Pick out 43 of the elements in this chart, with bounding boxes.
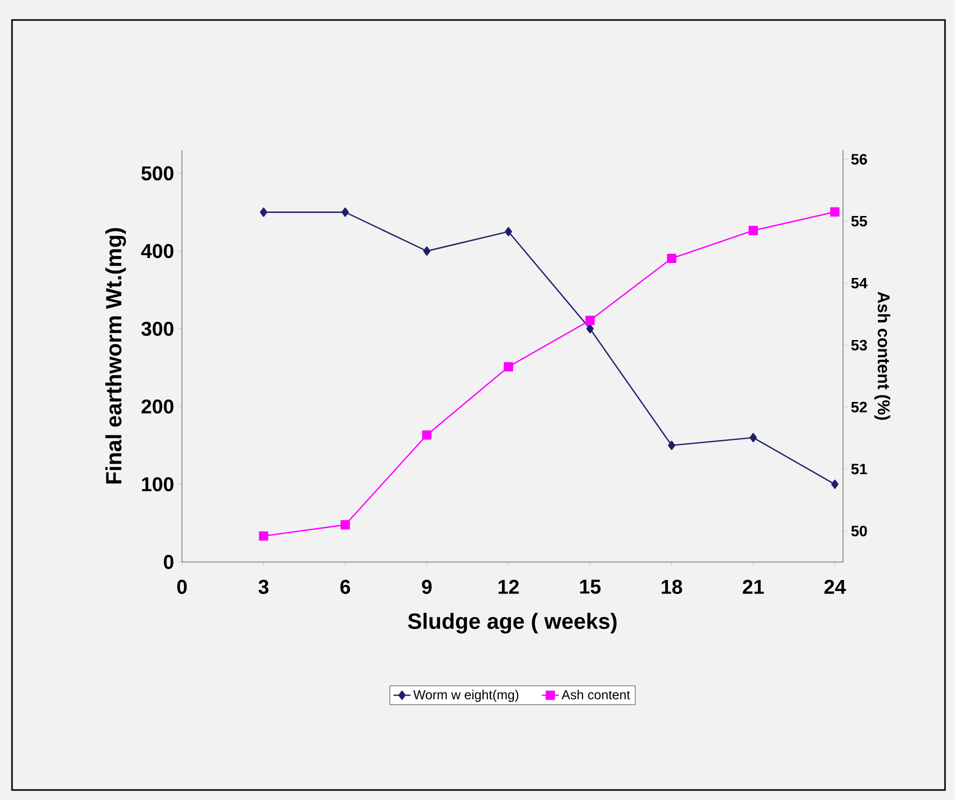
y2-tick-label: 53 — [851, 340, 867, 350]
point — [585, 316, 595, 326]
x-tick-label: 6 — [340, 580, 350, 594]
point — [342, 208, 349, 217]
point — [258, 531, 268, 541]
x-tick-label: 3 — [258, 580, 268, 594]
y-tick-label: 200 — [142, 399, 174, 414]
x-tick-label: 21 — [742, 580, 764, 594]
y-tick-label: 400 — [141, 244, 174, 258]
y-tick-label: 0 — [164, 554, 174, 570]
point — [750, 432, 757, 442]
x-tick-label: 18 — [662, 580, 682, 594]
point — [504, 362, 514, 372]
y2-tick-label: 51 — [851, 464, 868, 474]
point — [504, 226, 512, 236]
legend-label: Ash content — [562, 690, 630, 700]
point — [260, 208, 268, 217]
point — [668, 440, 676, 450]
x-tick-label: 15 — [580, 580, 601, 594]
y2-axis-title: Ash content (%) — [874, 292, 890, 420]
point — [831, 480, 838, 489]
x-tick-label: 24 — [824, 580, 846, 594]
x-tick-label: 9 — [422, 580, 432, 594]
point — [830, 207, 840, 217]
y2-tick-label: 52 — [851, 402, 867, 412]
legend-label: Worm w eight(mg) — [413, 690, 518, 702]
y2-tick-label: 55 — [851, 216, 868, 226]
point — [422, 430, 432, 440]
x-axis-title: Sludge age ( weeks) — [408, 612, 617, 634]
x-tick-label: 12 — [498, 580, 519, 594]
point — [666, 254, 676, 264]
y2-tick-label: 54 — [851, 278, 868, 288]
point — [586, 324, 594, 334]
y-axis-title: Final earthworm Wt.(mg) — [105, 228, 126, 484]
y-tick-label: 500 — [141, 166, 174, 180]
y-tick-label: 300 — [141, 322, 174, 336]
y-tick-label: 100 — [142, 477, 174, 492]
y2-tick-label: 56 — [851, 154, 867, 165]
point — [748, 226, 758, 236]
point — [423, 246, 430, 256]
x-tick-label: 0 — [177, 580, 187, 594]
point — [340, 520, 350, 530]
y2-tick-label: 50 — [851, 526, 867, 536]
